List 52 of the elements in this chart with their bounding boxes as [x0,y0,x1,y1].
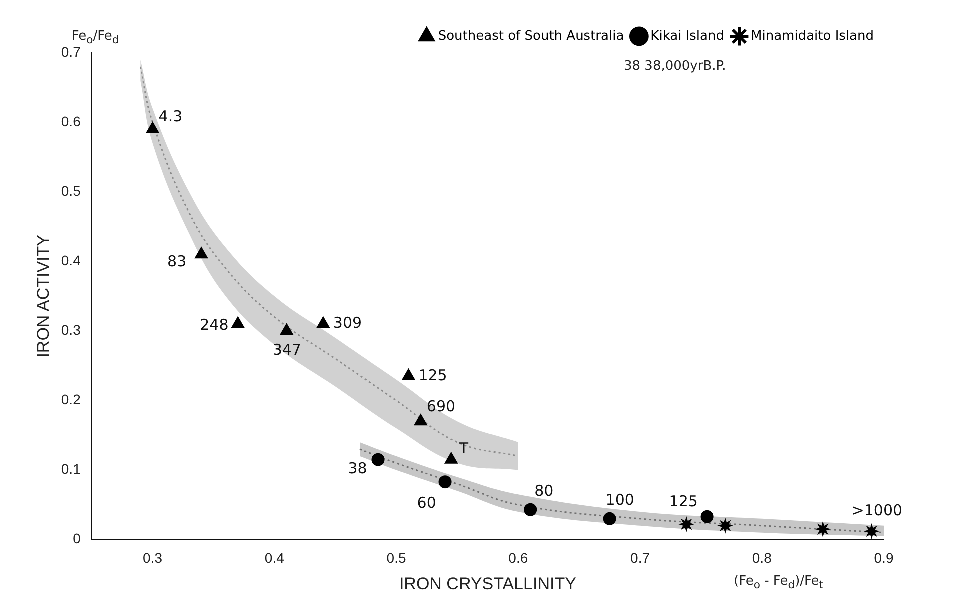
annotation: 83 [168,252,187,271]
annotation: >1000 [852,501,903,520]
point [232,316,245,328]
annotation: 100 [606,490,634,509]
point [524,503,538,516]
y-axis-title: IRON ACTIVITY [34,235,53,358]
legend-label: Kikai Island [650,28,725,44]
point [414,414,428,426]
annotation: 38 [348,460,368,478]
x-tick-label: 0.8 [752,550,772,566]
x-tick-label: 0.4 [264,550,285,566]
y-tick-label: 0.6 [61,113,82,130]
point [280,324,294,336]
y-tick-label: 0 [73,530,82,547]
y-tick-label: 0.1 [61,461,82,478]
y-tick-label: 0.5 [61,182,82,199]
annotation: 4.3 [158,107,183,126]
y-tick-label: 0.4 [61,252,82,268]
y-tick-label: 0.3 [61,322,82,338]
point [402,368,416,380]
annotation: T [458,440,470,458]
legend-label: Minamidaito Island [751,28,874,44]
point [678,516,695,532]
point [815,521,832,538]
point [700,510,714,524]
annotation: 309 [333,314,362,332]
legend-label: Southeast of South Australia [438,28,624,44]
y-tick-label: 0.2 [61,392,82,408]
annotation: 690 [426,397,456,416]
annotation: 248 [200,316,229,334]
annotation: 80 [534,482,554,500]
x-tick-label: 0.7 [630,550,650,566]
annotation: 60 [417,494,436,512]
annotation: 38 38,000yrB.P. [624,59,726,74]
point [146,122,160,134]
point [444,452,458,464]
point [438,476,452,489]
x-tick-label: 0.9 [874,550,894,566]
text: (Fe$_{o}$ - Fe$_{d}$)/Fe$_{t}$ [734,574,824,592]
x-axis-title: IRON CRYSTALLINITY [399,574,576,594]
point [603,512,616,526]
annotation: 125 [418,366,448,384]
annotation: 347 [272,341,302,360]
x-tick-label: 0.3 [143,550,163,566]
annotation: 125 [669,492,698,511]
point [718,518,734,534]
x-tick-label: 0.5 [386,550,406,566]
point [194,247,208,259]
point [864,523,880,540]
point [372,453,385,466]
point [316,316,330,328]
x-tick-label: 0.6 [508,550,528,566]
